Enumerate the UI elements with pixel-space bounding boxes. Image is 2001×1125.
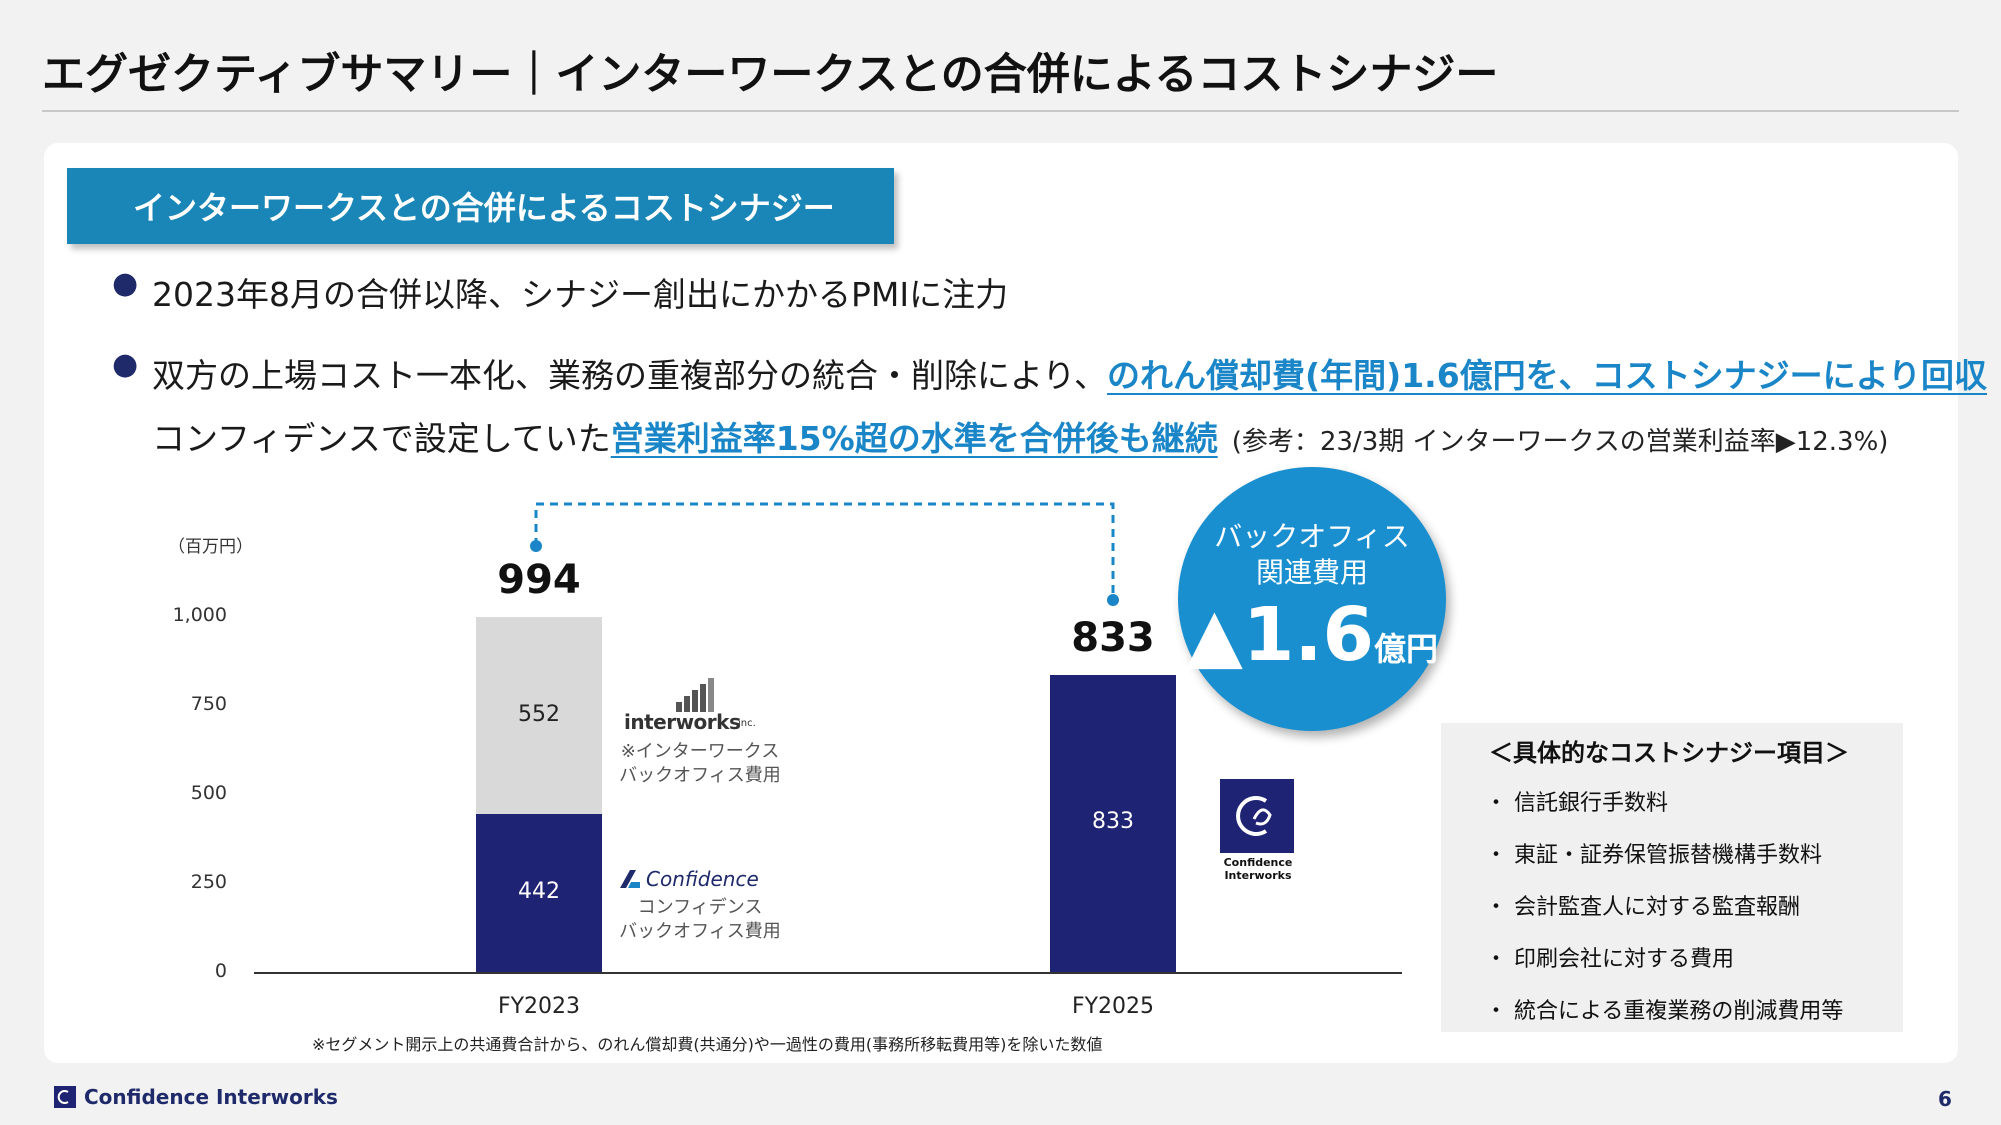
synergy-item: ・ 印刷会社に対する費用 — [1485, 947, 1734, 972]
synergy-items-header: ＜具体的なコストシナジー項目＞ — [1489, 739, 1849, 767]
bar-label-fy2023-interworks: 552 — [518, 701, 560, 727]
comparison-bracket — [530, 502, 1119, 606]
chart-footnote: ※セグメント開示上の共通費合計から、のれん償却費(共通分)や一過性の費用(事務所… — [312, 1035, 1103, 1054]
title-divider — [42, 110, 1959, 112]
y-tick-750: 750 — [190, 693, 227, 715]
legend-confidence-caption: コンフィデンス バックオフィス費用 — [600, 896, 800, 944]
section-banner-text: インターワークスとの合併によるコストシナジー — [133, 189, 835, 227]
bullet-2-highlight: のれん償却費(年間)1.6億円を、コストシナジーにより回収 — [1107, 356, 1987, 395]
bar-fy2025-confidence — [1050, 674, 1176, 972]
y-tick-250: 250 — [190, 871, 227, 893]
confidence-mark-icon — [620, 870, 640, 888]
x-label-fy2025: FY2025 — [1071, 994, 1155, 1019]
bar-chart-icon — [676, 678, 714, 712]
synergy-item: ・ 統合による重複業務の削減費用等 — [1485, 999, 1844, 1024]
total-label-fy2025: 833 — [1071, 614, 1155, 661]
bullet-dot-icon: ● — [112, 347, 139, 382]
ci-logo-mark-icon — [1236, 796, 1272, 836]
synergy-items-box: ＜具体的なコストシナジー項目＞ ・ 信託銀行手数料 ・ 東証・証券保管振替機構手… — [1441, 723, 1903, 1032]
ci-logo-text: Confidence Interworks — [1223, 856, 1293, 882]
ci-footer-mark-icon — [54, 1086, 76, 1108]
bar-label-fy2023-confidence: 442 — [518, 879, 560, 905]
page-title: エグゼクティブサマリー｜インターワークスとの合併によるコストシナジー — [42, 50, 1499, 100]
ci-logo-square — [1220, 779, 1294, 853]
callout-line1: バックオフィス — [1214, 520, 1410, 553]
bullet-1-text: 2023年8月の合併以降、シナジー創出にかかるPMIに注力 — [152, 275, 1009, 314]
legend-interworks-line1: ※インターワークス — [620, 741, 780, 762]
bar-fy2023-confidence — [476, 814, 602, 972]
confidence-logo: Confidence — [616, 864, 759, 894]
legend-interworks-line2: バックオフィス費用 — [619, 765, 781, 786]
bar-label-fy2025: 833 — [1092, 809, 1134, 835]
callout-value: ▲1.6 — [1185, 592, 1374, 678]
interworks-logo-suffix: inc. — [738, 718, 756, 729]
y-tick-500: 500 — [190, 782, 227, 804]
page-number: 6 — [1938, 1087, 1952, 1111]
legend-interworks-caption: ※インターワークス バックオフィス費用 — [600, 740, 800, 788]
callout-unit: 億円 — [1373, 630, 1438, 668]
savings-callout: バックオフィス 関連費用 ▲1.6億円 — [1178, 467, 1446, 731]
interworks-logo-text: interworks — [624, 710, 741, 734]
footer-company-name: Confidence Interworks — [84, 1085, 338, 1109]
confidence-logo-text: Confidence — [646, 867, 759, 891]
bar-fy2023-interworks — [476, 617, 602, 815]
total-label-fy2023: 994 — [497, 557, 581, 604]
x-label-fy2023: FY2023 — [497, 994, 581, 1019]
x-axis-line — [254, 972, 1402, 974]
synergy-item: ・ 東証・証券保管振替機構手数料 — [1485, 843, 1822, 868]
y-tick-1000: 1,000 — [172, 604, 227, 626]
bullet-3-text: コンフィデンスで設定していた — [152, 419, 611, 458]
y-tick-0: 0 — [214, 960, 227, 982]
bullet-2-text: 双方の上場コスト一本化、業務の重複部分の統合・削除により、 — [152, 356, 1108, 395]
legend-confidence-line1: コンフィデンス — [637, 897, 763, 918]
bullet-3-reference: (参考：23/3期 インターワークスの営業利益率▶12.3%) — [1231, 427, 1889, 457]
synergy-item: ・ 会計監査人に対する監査報酬 — [1485, 895, 1800, 920]
footer-logo: Confidence Interworks — [54, 1085, 338, 1109]
interworks-logo: interworks inc. — [624, 678, 774, 734]
synergy-item: ・ 信託銀行手数料 — [1485, 791, 1668, 816]
legend-confidence-line2: バックオフィス費用 — [619, 921, 781, 942]
bullet-dot-icon: ● — [112, 266, 139, 301]
bullet-3-highlight: 営業利益率15%超の水準を合併後も継続 — [610, 419, 1218, 458]
section-banner: インターワークスとの合併によるコストシナジー — [67, 168, 894, 244]
chart-unit-label: （百万円） — [168, 537, 253, 557]
callout-line2: 関連費用 — [1255, 556, 1368, 589]
